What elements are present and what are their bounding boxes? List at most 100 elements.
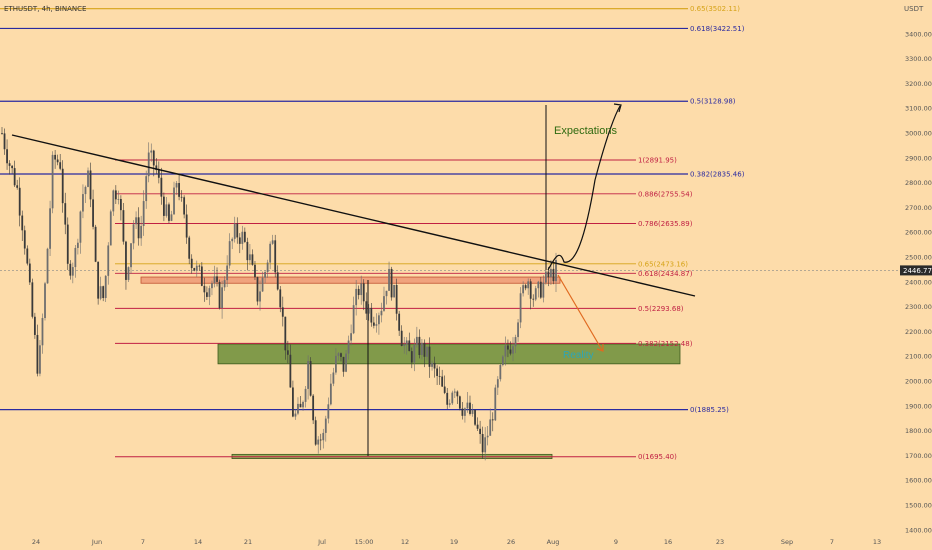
expectation-arrowhead (613, 103, 622, 113)
candle-body (119, 199, 122, 211)
candle-body (314, 420, 317, 445)
candle-body (36, 334, 39, 374)
candle-body (243, 231, 246, 242)
candle-body (165, 204, 168, 216)
candle-body (355, 288, 358, 306)
candle-body (372, 322, 375, 326)
candle-body (486, 435, 489, 438)
price-tick-label: 3400.00 (905, 30, 932, 38)
price-tick-label: 1600.00 (905, 477, 932, 485)
candle-body (555, 259, 557, 282)
fib-small-label-5: 0.5(2293.68) (638, 305, 684, 313)
candle-body (489, 419, 492, 436)
candle-body (294, 413, 297, 417)
price-tick-label: 2200.00 (905, 328, 932, 336)
price-tick-label: 1900.00 (905, 402, 932, 410)
candle-body (21, 215, 24, 231)
candle-body (107, 245, 110, 276)
candle-body (458, 396, 461, 409)
zone-support (217, 343, 681, 365)
candle-body (446, 392, 449, 405)
candle-body (117, 199, 120, 200)
last-price-badge (900, 265, 932, 276)
candle-body (226, 265, 229, 281)
candle-body (1, 133, 3, 134)
candle-body (517, 322, 519, 338)
price-tick-label: 3100.00 (905, 105, 932, 113)
candle-body (509, 349, 512, 354)
candle-body (231, 238, 234, 242)
zone-resistance (140, 276, 561, 284)
candle-body (438, 375, 441, 377)
candle-body (405, 340, 408, 345)
candle-body (109, 211, 112, 246)
candle-body (122, 210, 125, 242)
reality-label: Reality (563, 350, 594, 361)
candle-body (360, 283, 363, 296)
candle-body (254, 264, 256, 278)
candle-body (456, 391, 459, 397)
candle-body (198, 265, 201, 267)
candle-body (155, 165, 158, 171)
candle-body (471, 409, 474, 414)
candle-body (436, 368, 439, 376)
candle-body (532, 298, 535, 300)
time-tick-label: Sep (781, 538, 793, 546)
candle-body (23, 230, 26, 249)
price-tick-label: 2700.00 (905, 204, 932, 212)
candle-body (266, 262, 269, 272)
price-tick-label: 3200.00 (905, 80, 932, 88)
candle-body (150, 150, 153, 153)
candle-body (388, 268, 390, 291)
candle-body (147, 152, 150, 177)
candle-body (89, 170, 92, 200)
candle-body (319, 439, 322, 441)
candle-body (378, 315, 380, 325)
candle-body (46, 248, 49, 284)
price-tick-label: 2300.00 (905, 303, 932, 311)
drawings-layer (11, 103, 696, 456)
candle-body (41, 318, 44, 346)
time-tick-label: 19 (450, 538, 458, 546)
candle-body (507, 345, 509, 350)
candle-body (137, 217, 140, 239)
candle-body (451, 392, 454, 404)
candle-body (271, 240, 274, 244)
candle-body (135, 217, 137, 225)
candle-body (398, 313, 401, 331)
candle-body (433, 362, 436, 369)
candle-body (347, 340, 350, 354)
candle-body (380, 310, 383, 316)
candle-body (413, 345, 416, 363)
candles-layer (1, 126, 557, 461)
candle-body (428, 346, 431, 367)
price-axis: 1400.00 1500.00 1600.00 1700.00 1800.00 1900.… (898, 0, 932, 550)
time-tick-label: 23 (716, 538, 724, 546)
candle-body (54, 154, 57, 160)
time-tick-label: Aug (547, 538, 560, 546)
candle-body (491, 419, 494, 421)
candle-body (418, 336, 421, 356)
candle-body (145, 176, 148, 202)
candle-body (464, 408, 466, 416)
candle-body (261, 277, 264, 292)
candle-body (299, 403, 302, 408)
candle-body (82, 194, 84, 212)
candle-body (337, 353, 340, 356)
candle-body (33, 316, 36, 335)
candle-body (469, 402, 471, 414)
candle-body (375, 324, 378, 326)
candle-body (550, 268, 552, 278)
reality-arrowhead (596, 344, 604, 352)
candle-body (494, 387, 497, 421)
candle-body (256, 277, 259, 302)
candle-body (514, 337, 517, 347)
candle-body (357, 288, 360, 296)
candle-body (211, 283, 213, 289)
candle-body (193, 268, 196, 271)
price-tick-label: 2900.00 (905, 154, 932, 162)
candle-body (71, 267, 74, 276)
downtrend-line (11, 134, 696, 297)
